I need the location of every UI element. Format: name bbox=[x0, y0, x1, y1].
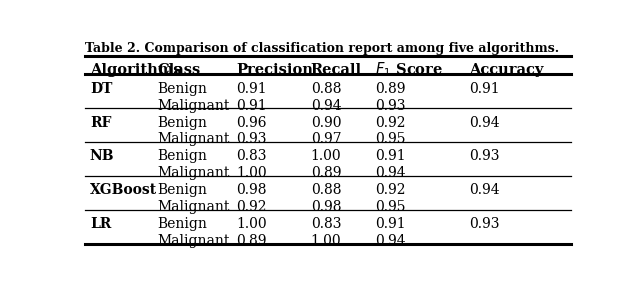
Text: Malignant: Malignant bbox=[157, 166, 229, 180]
Text: 0.93: 0.93 bbox=[375, 98, 406, 113]
Text: Malignant: Malignant bbox=[157, 133, 229, 146]
Text: 0.83: 0.83 bbox=[310, 217, 341, 231]
Text: 0.83: 0.83 bbox=[236, 149, 267, 163]
Text: 0.93: 0.93 bbox=[236, 133, 267, 146]
Text: Malignant: Malignant bbox=[157, 201, 229, 214]
Text: 0.91: 0.91 bbox=[236, 98, 267, 113]
Text: 0.91: 0.91 bbox=[236, 82, 267, 95]
Text: 0.91: 0.91 bbox=[375, 149, 406, 163]
Text: RF: RF bbox=[90, 115, 111, 130]
Text: 0.98: 0.98 bbox=[310, 201, 341, 214]
Text: Benign: Benign bbox=[157, 115, 207, 130]
Text: Malignant: Malignant bbox=[157, 98, 229, 113]
Text: 0.94: 0.94 bbox=[469, 115, 500, 130]
Text: Benign: Benign bbox=[157, 149, 207, 163]
Text: 0.94: 0.94 bbox=[375, 234, 406, 248]
Text: 0.97: 0.97 bbox=[310, 133, 341, 146]
Text: 0.94: 0.94 bbox=[469, 183, 500, 198]
Text: 0.94: 0.94 bbox=[310, 98, 341, 113]
Text: 0.90: 0.90 bbox=[310, 115, 341, 130]
Text: 0.92: 0.92 bbox=[236, 201, 267, 214]
Text: 0.96: 0.96 bbox=[236, 115, 267, 130]
Text: 0.93: 0.93 bbox=[469, 217, 500, 231]
Text: 0.95: 0.95 bbox=[375, 201, 406, 214]
Text: 0.93: 0.93 bbox=[469, 149, 500, 163]
Text: Algorithms: Algorithms bbox=[90, 63, 181, 77]
Text: $\mathit{F}_1$ Score: $\mathit{F}_1$ Score bbox=[375, 61, 443, 79]
Text: 0.92: 0.92 bbox=[375, 115, 406, 130]
Text: 0.98: 0.98 bbox=[236, 183, 267, 198]
Text: NB: NB bbox=[90, 149, 115, 163]
Text: 0.89: 0.89 bbox=[236, 234, 267, 248]
Text: 0.89: 0.89 bbox=[375, 82, 406, 95]
Text: 1.00: 1.00 bbox=[236, 217, 267, 231]
Text: Precision: Precision bbox=[236, 63, 313, 77]
Text: 0.94: 0.94 bbox=[375, 166, 406, 180]
Text: Recall: Recall bbox=[310, 63, 362, 77]
Text: 0.92: 0.92 bbox=[375, 183, 406, 198]
Text: 1.00: 1.00 bbox=[310, 234, 341, 248]
Text: 0.91: 0.91 bbox=[375, 217, 406, 231]
Text: XGBoost: XGBoost bbox=[90, 183, 157, 198]
Text: 1.00: 1.00 bbox=[310, 149, 341, 163]
Text: Accuracy: Accuracy bbox=[469, 63, 544, 77]
Text: 1.00: 1.00 bbox=[236, 166, 267, 180]
Text: Benign: Benign bbox=[157, 82, 207, 95]
Text: LR: LR bbox=[90, 217, 111, 231]
Text: Class: Class bbox=[157, 63, 200, 77]
Text: 0.95: 0.95 bbox=[375, 133, 406, 146]
Text: Benign: Benign bbox=[157, 217, 207, 231]
Text: DT: DT bbox=[90, 82, 112, 95]
Text: 0.88: 0.88 bbox=[310, 82, 341, 95]
Text: Malignant: Malignant bbox=[157, 234, 229, 248]
Text: 0.88: 0.88 bbox=[310, 183, 341, 198]
Text: 0.91: 0.91 bbox=[469, 82, 500, 95]
Text: Table 2. Comparison of classification report among five algorithms.: Table 2. Comparison of classification re… bbox=[85, 42, 559, 55]
Text: Benign: Benign bbox=[157, 183, 207, 198]
Text: 0.89: 0.89 bbox=[310, 166, 341, 180]
